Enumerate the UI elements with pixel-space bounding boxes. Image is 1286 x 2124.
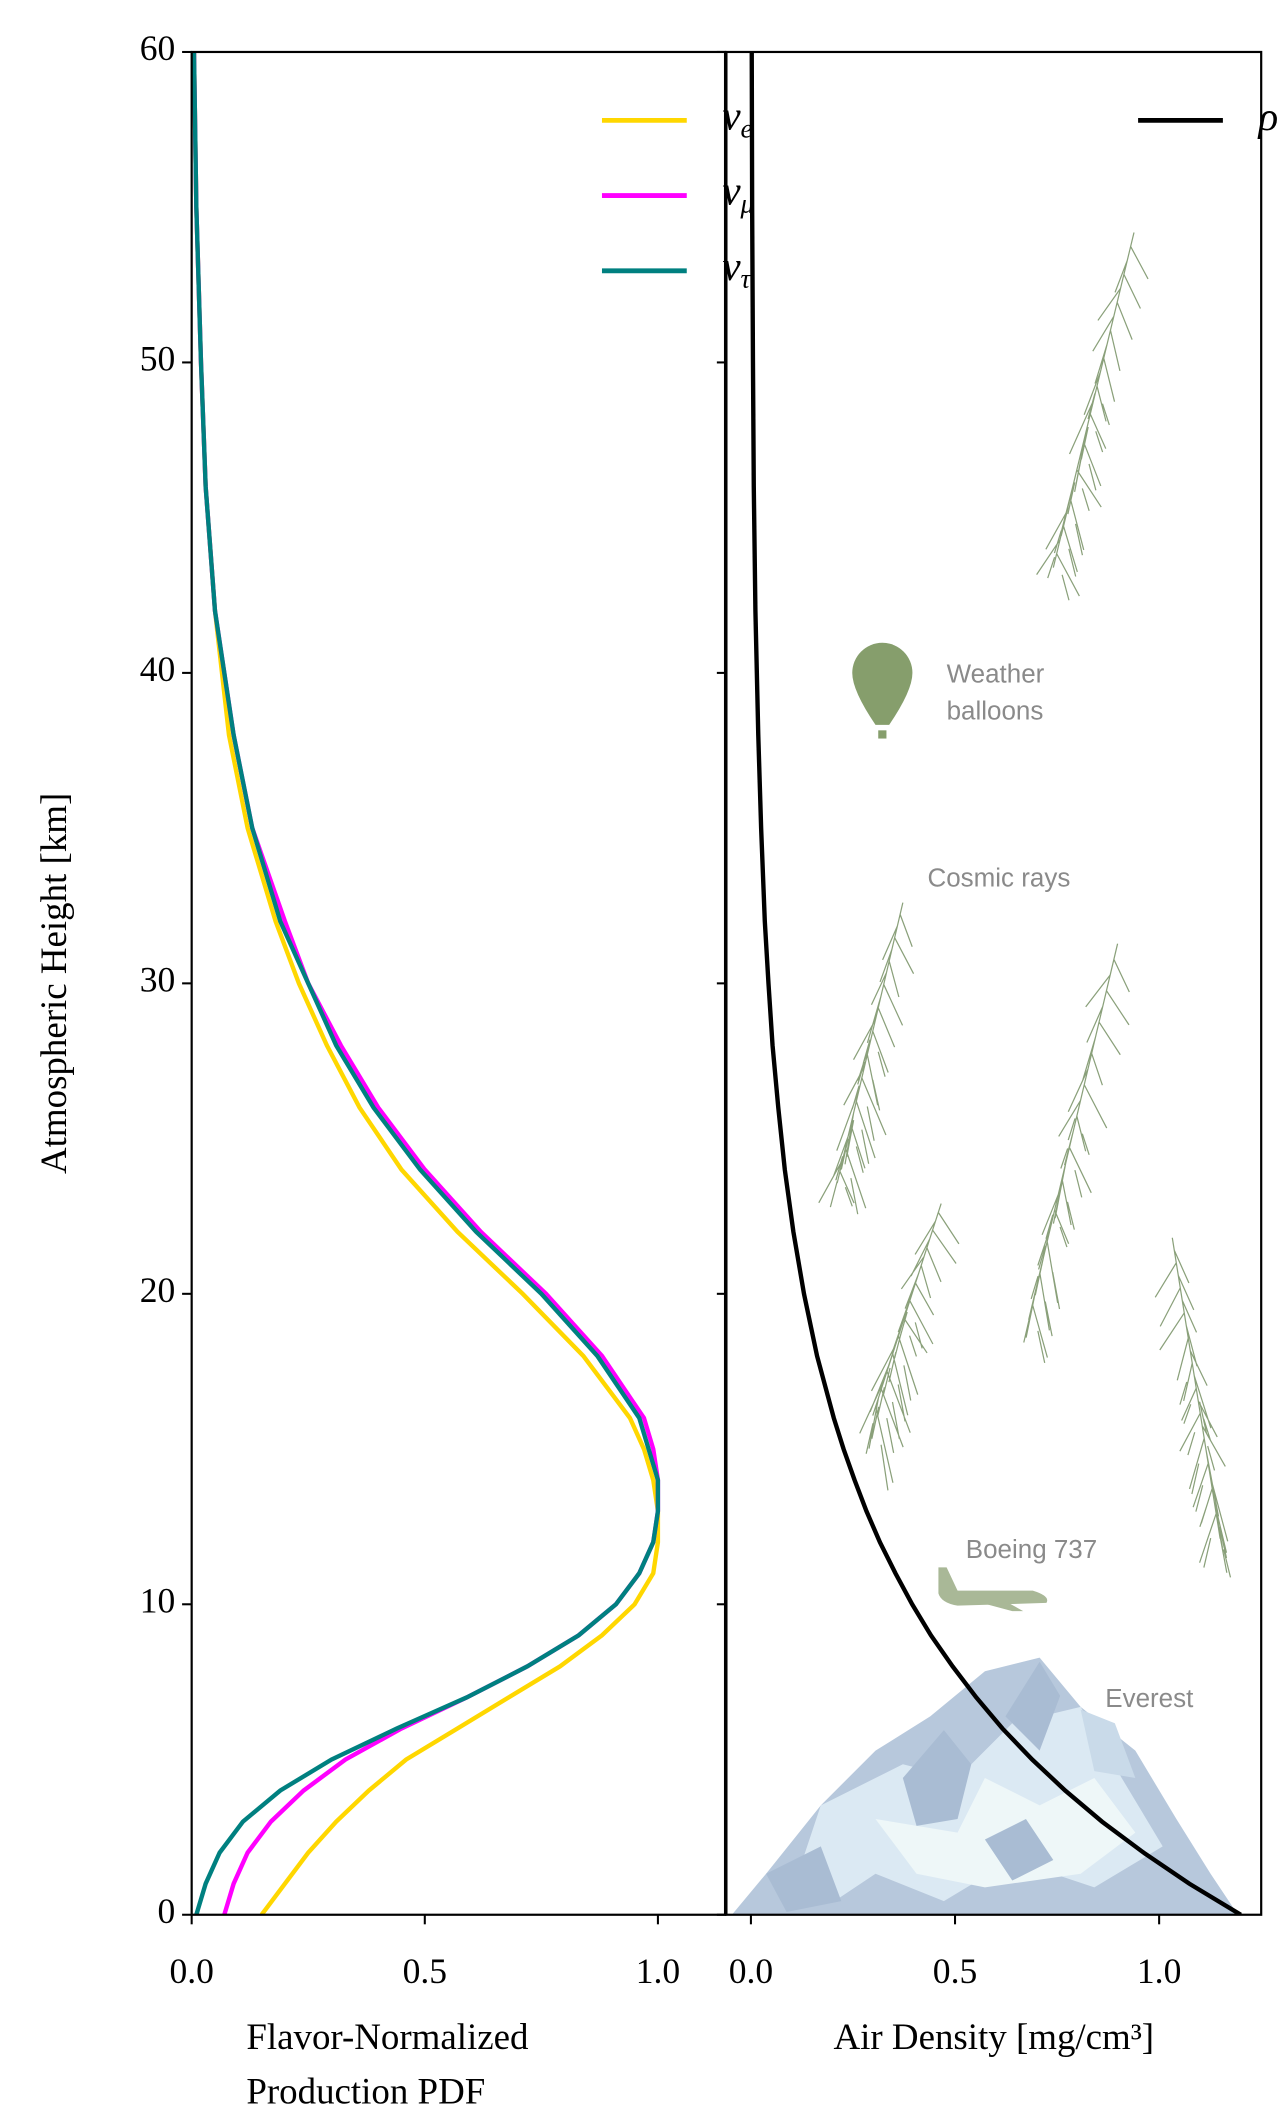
shower <box>1154 1237 1232 1578</box>
shower <box>859 1203 960 1491</box>
y-tick-label: 40 <box>140 649 176 689</box>
airplane <box>938 1567 1048 1612</box>
x-tick-label: 0.0 <box>729 1951 773 1991</box>
y-tick-label: 30 <box>140 960 176 1000</box>
x-tick-label: 1.0 <box>1137 1951 1181 1991</box>
annotation: balloons <box>947 695 1044 725</box>
annotation: Cosmic rays <box>927 862 1070 892</box>
y-tick-label: 50 <box>140 339 176 379</box>
y-tick-label: 60 <box>140 28 176 68</box>
x-tick-label: 1.0 <box>636 1951 680 1991</box>
illustrations <box>731 232 1238 1915</box>
axes-frame <box>190 50 727 1916</box>
shower <box>1023 943 1130 1363</box>
y-tick-label: 10 <box>140 1580 176 1620</box>
annotation: Everest <box>1105 1683 1194 1713</box>
shower <box>818 902 915 1215</box>
line <box>749 51 1242 1915</box>
balloon <box>852 642 913 739</box>
x-axis-label: Production PDF <box>246 2071 485 2112</box>
line <box>191 51 661 1915</box>
legend-label: ρ <box>1256 93 1278 139</box>
x-tick-label: 0.5 <box>933 1951 977 1991</box>
annotation: Weather <box>947 658 1045 688</box>
line <box>191 51 661 1915</box>
x-tick-label: 0.5 <box>403 1951 447 1991</box>
y-tick-label: 0 <box>157 1891 175 1931</box>
cosmic-ray-showers <box>818 232 1232 1578</box>
mountain <box>731 1657 1238 1915</box>
x-axis-label: Flavor-Normalized <box>246 2016 528 2057</box>
axes-frame <box>725 50 1263 1916</box>
y-axis-label: Atmospheric Height [km] <box>33 793 74 1174</box>
x-axis-label: Air Density [mg/cm³] <box>834 2016 1155 2057</box>
shower <box>1036 232 1149 601</box>
annotation: Boeing 737 <box>966 1534 1097 1564</box>
line <box>191 51 661 1915</box>
x-tick-label: 0.0 <box>169 1951 213 1991</box>
y-tick-label: 20 <box>140 1270 176 1310</box>
